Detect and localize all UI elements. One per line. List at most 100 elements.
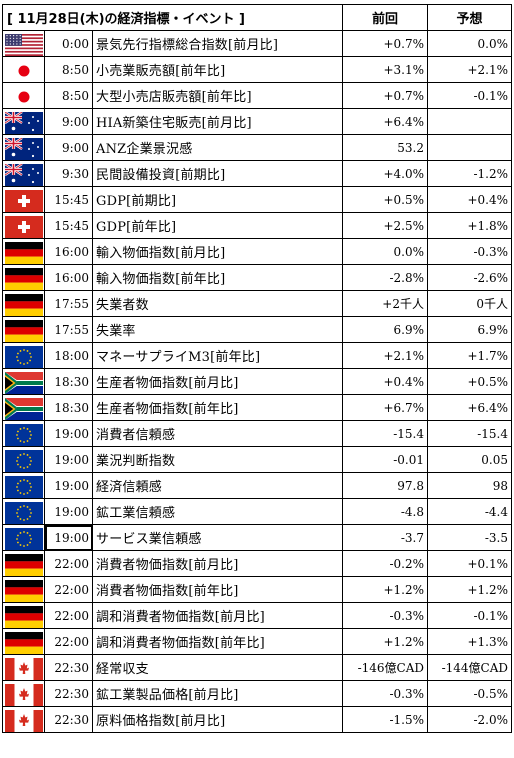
forecast-value-cell[interactable]: -15.4 [427,420,512,447]
time-cell[interactable]: 22:30 [44,706,93,733]
previous-value-cell[interactable]: -3.7 [342,524,428,551]
previous-value-cell[interactable]: +6.4% [342,108,428,135]
previous-value-cell[interactable]: -1.5% [342,706,428,733]
previous-value-cell[interactable]: -0.2% [342,550,428,577]
forecast-value-cell[interactable]: 6.9% [427,316,512,343]
time-cell[interactable]: 19:00 [44,524,93,551]
indicator-name-cell[interactable]: HIA新築住宅販売[前月比] [92,108,343,135]
indicator-name-cell[interactable]: 鉱工業信頼感 [92,498,343,525]
previous-value-cell[interactable]: +3.1% [342,56,428,83]
forecast-value-cell[interactable]: 0.0% [427,30,512,57]
time-cell[interactable]: 22:00 [44,576,93,603]
indicator-name-cell[interactable]: 調和消費者物価指数[前年比] [92,628,343,655]
time-cell[interactable]: 9:00 [44,134,93,161]
previous-value-cell[interactable]: +0.7% [342,30,428,57]
indicator-name-cell[interactable]: 失業者数 [92,290,343,317]
previous-value-cell[interactable]: -2.8% [342,264,428,291]
forecast-value-cell[interactable]: -0.3% [427,238,512,265]
forecast-value-cell[interactable]: -4.4 [427,498,512,525]
forecast-value-cell[interactable]: -2.6% [427,264,512,291]
indicator-name-cell[interactable]: 経常収支 [92,654,343,681]
time-cell[interactable]: 8:50 [44,82,93,109]
time-cell[interactable]: 16:00 [44,238,93,265]
time-cell[interactable]: 18:30 [44,368,93,395]
previous-value-cell[interactable]: -146億CAD [342,654,428,681]
time-cell[interactable]: 22:00 [44,628,93,655]
forecast-value-cell[interactable]: -144億CAD [427,654,512,681]
time-cell[interactable]: 0:00 [44,30,93,57]
forecast-value-cell[interactable]: -1.2% [427,160,512,187]
indicator-name-cell[interactable]: 失業率 [92,316,343,343]
indicator-name-cell[interactable]: 消費者信頼感 [92,420,343,447]
indicator-name-cell[interactable]: GDP[前期比] [92,186,343,213]
indicator-name-cell[interactable]: 輸入物価指数[前年比] [92,264,343,291]
previous-value-cell[interactable]: +2.5% [342,212,428,239]
forecast-value-cell[interactable] [427,108,512,135]
forecast-value-cell[interactable]: +1.3% [427,628,512,655]
previous-value-cell[interactable]: -0.01 [342,446,428,473]
forecast-value-cell[interactable]: -0.1% [427,82,512,109]
forecast-value-cell[interactable]: 0千人 [427,290,512,317]
indicator-name-cell[interactable]: 輸入物価指数[前月比] [92,238,343,265]
forecast-value-cell[interactable]: +0.5% [427,368,512,395]
time-cell[interactable]: 9:30 [44,160,93,187]
time-cell[interactable]: 18:00 [44,342,93,369]
time-cell[interactable]: 17:55 [44,290,93,317]
forecast-value-cell[interactable]: +6.4% [427,394,512,421]
time-cell[interactable]: 19:00 [44,446,93,473]
indicator-name-cell[interactable]: 大型小売店販売額[前年比] [92,82,343,109]
indicator-name-cell[interactable]: GDP[前年比] [92,212,343,239]
indicator-name-cell[interactable]: 小売業販売額[前年比] [92,56,343,83]
forecast-value-cell[interactable]: +0.1% [427,550,512,577]
time-cell[interactable]: 22:00 [44,550,93,577]
previous-value-cell[interactable]: +6.7% [342,394,428,421]
time-cell[interactable]: 19:00 [44,472,93,499]
previous-value-cell[interactable]: -0.3% [342,680,428,707]
time-cell[interactable]: 15:45 [44,186,93,213]
forecast-value-cell[interactable]: -3.5 [427,524,512,551]
previous-value-cell[interactable]: +1.2% [342,628,428,655]
previous-value-cell[interactable]: 6.9% [342,316,428,343]
previous-value-cell[interactable]: +0.4% [342,368,428,395]
indicator-name-cell[interactable]: 景気先行指標総合指数[前月比] [92,30,343,57]
time-cell[interactable]: 16:00 [44,264,93,291]
previous-value-cell[interactable]: -4.8 [342,498,428,525]
indicator-name-cell[interactable]: 原料価格指数[前月比] [92,706,343,733]
forecast-value-cell[interactable]: +1.2% [427,576,512,603]
previous-value-cell[interactable]: +4.0% [342,160,428,187]
forecast-value-cell[interactable]: -0.1% [427,602,512,629]
indicator-name-cell[interactable]: 業況判断指数 [92,446,343,473]
forecast-value-cell[interactable]: +2.1% [427,56,512,83]
previous-value-cell[interactable]: +1.2% [342,576,428,603]
indicator-name-cell[interactable]: 経済信頼感 [92,472,343,499]
previous-value-cell[interactable]: +2.1% [342,342,428,369]
forecast-value-cell[interactable]: +1.8% [427,212,512,239]
previous-value-cell[interactable]: +0.5% [342,186,428,213]
indicator-name-cell[interactable]: マネーサプライM3[前年比] [92,342,343,369]
forecast-value-cell[interactable]: -0.5% [427,680,512,707]
indicator-name-cell[interactable]: 鉱工業製品価格[前月比] [92,680,343,707]
forecast-value-cell[interactable]: 0.05 [427,446,512,473]
indicator-name-cell[interactable]: サービス業信頼感 [92,524,343,551]
time-cell[interactable]: 15:45 [44,212,93,239]
time-cell[interactable]: 8:50 [44,56,93,83]
forecast-value-cell[interactable]: +1.7% [427,342,512,369]
time-cell[interactable]: 22:30 [44,654,93,681]
time-cell[interactable]: 18:30 [44,394,93,421]
time-cell[interactable]: 19:00 [44,420,93,447]
indicator-name-cell[interactable]: 生産者物価指数[前年比] [92,394,343,421]
indicator-name-cell[interactable]: 消費者物価指数[前月比] [92,550,343,577]
time-cell[interactable]: 9:00 [44,108,93,135]
time-cell[interactable]: 19:00 [44,498,93,525]
forecast-value-cell[interactable]: +0.4% [427,186,512,213]
previous-value-cell[interactable]: 53.2 [342,134,428,161]
previous-value-cell[interactable]: +2千人 [342,290,428,317]
forecast-value-cell[interactable]: 98 [427,472,512,499]
previous-value-cell[interactable]: -15.4 [342,420,428,447]
previous-value-cell[interactable]: -0.3% [342,602,428,629]
indicator-name-cell[interactable]: ANZ企業景況感 [92,134,343,161]
indicator-name-cell[interactable]: 生産者物価指数[前月比] [92,368,343,395]
forecast-value-cell[interactable] [427,134,512,161]
previous-value-cell[interactable]: 97.8 [342,472,428,499]
previous-value-cell[interactable]: +0.7% [342,82,428,109]
